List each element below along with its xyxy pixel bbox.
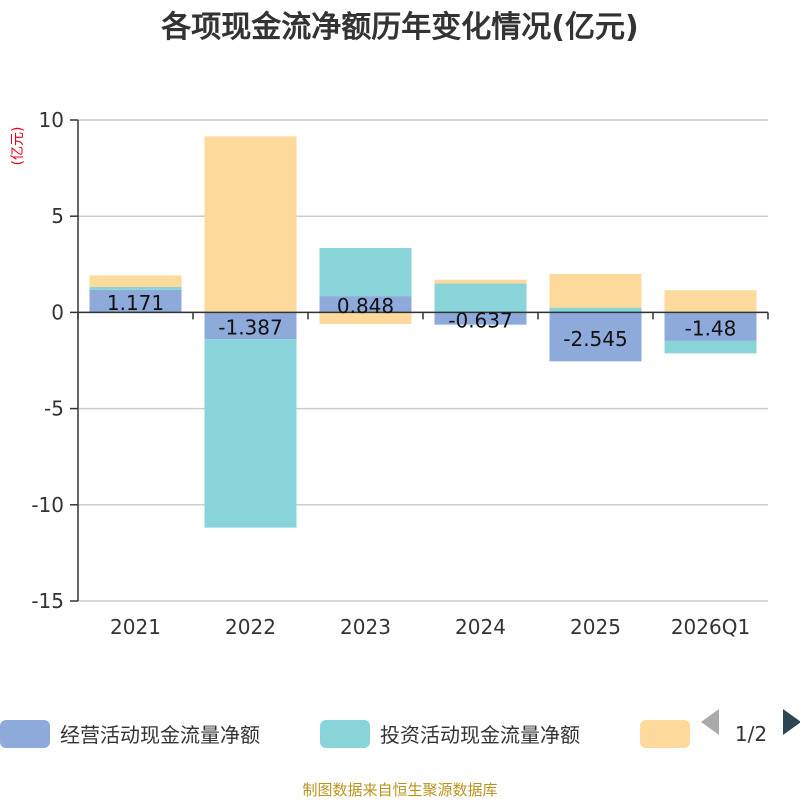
bar-2025-series-0 <box>549 312 642 362</box>
y-tick-label: 0 <box>51 300 64 324</box>
bar-2025-series-2 <box>549 273 642 308</box>
bar-2021-series-2 <box>89 275 182 287</box>
data-label-2025: -2.545 <box>563 327 627 351</box>
legend-swatch-2[interactable] <box>640 720 690 748</box>
bar-2023-series-1 <box>319 247 412 297</box>
legend-label-0[interactable]: 经营活动现金流量净额 <box>60 723 260 747</box>
triangle-left-icon[interactable] <box>701 709 719 735</box>
bar-2024-series-0 <box>434 312 527 325</box>
bar-2023-series-0 <box>319 296 412 313</box>
bar-2026Q1-series-0 <box>664 312 757 341</box>
legend-pager: 1/2 <box>701 709 800 746</box>
y-axis-ticks: 10 5 0 -5 -10 -15 <box>31 108 78 613</box>
x-tick-label: 2022 <box>225 615 276 639</box>
legend-label-1[interactable]: 投资活动现金流量净额 <box>380 723 580 747</box>
x-tick-label: 2021 <box>110 615 161 639</box>
y-axis-unit: (亿元) <box>10 127 26 166</box>
bar-2024-series-1 <box>434 283 527 313</box>
bar-2026Q1-series-2 <box>664 290 757 313</box>
legend: 经营活动现金流量净额 投资活动现金流量净额 <box>0 720 690 748</box>
x-tick-label: 2025 <box>570 615 621 639</box>
bar-2025-series-1 <box>549 307 642 313</box>
y-tick-label: 10 <box>39 108 64 132</box>
x-tick-label: 2026Q1 <box>671 615 750 639</box>
bar-2022-series-0 <box>204 312 297 340</box>
x-tick-label: 2024 <box>455 615 506 639</box>
y-tick-label: -10 <box>31 493 64 517</box>
data-labels: 1.171 -1.387 0.848 -0.637 -2.545 -1.48 <box>107 291 737 351</box>
legend-page-indicator: 1/2 <box>735 722 767 746</box>
data-label-2023: 0.848 <box>337 294 394 318</box>
data-label-2022: -1.387 <box>218 316 282 340</box>
bar-2023-series-2 <box>319 312 412 324</box>
bar-2022-series-2 <box>204 136 297 313</box>
y-tick-label: -5 <box>44 397 64 421</box>
triangle-right-icon[interactable] <box>783 709 800 735</box>
axes <box>77 120 769 601</box>
y-tick-label: -15 <box>31 589 64 613</box>
data-label-2021: 1.171 <box>107 291 164 315</box>
bar-2021-series-0 <box>89 289 182 313</box>
data-label-2024: -0.637 <box>448 309 512 333</box>
bar-group <box>89 136 757 528</box>
data-source-note: 制图数据来自恒生聚源数据库 <box>302 781 497 799</box>
bar-2022-series-1 <box>204 339 297 528</box>
x-tick-label: 2023 <box>340 615 391 639</box>
data-label-2026Q1: -1.48 <box>685 317 737 341</box>
x-axis-ticks: 2021 2022 2023 2024 2025 2026Q1 <box>110 615 750 639</box>
legend-swatch-0[interactable] <box>0 720 50 748</box>
chart-title: 各项现金流净额历年变化情况(亿元) <box>160 10 638 45</box>
bar-2026Q1-series-1 <box>664 340 757 354</box>
bar-2024-series-2 <box>434 279 527 284</box>
bar-2021-series-1 <box>89 286 182 290</box>
y-tick-label: 5 <box>51 204 64 228</box>
grid-lines <box>78 119 768 602</box>
legend-swatch-1[interactable] <box>320 720 370 748</box>
